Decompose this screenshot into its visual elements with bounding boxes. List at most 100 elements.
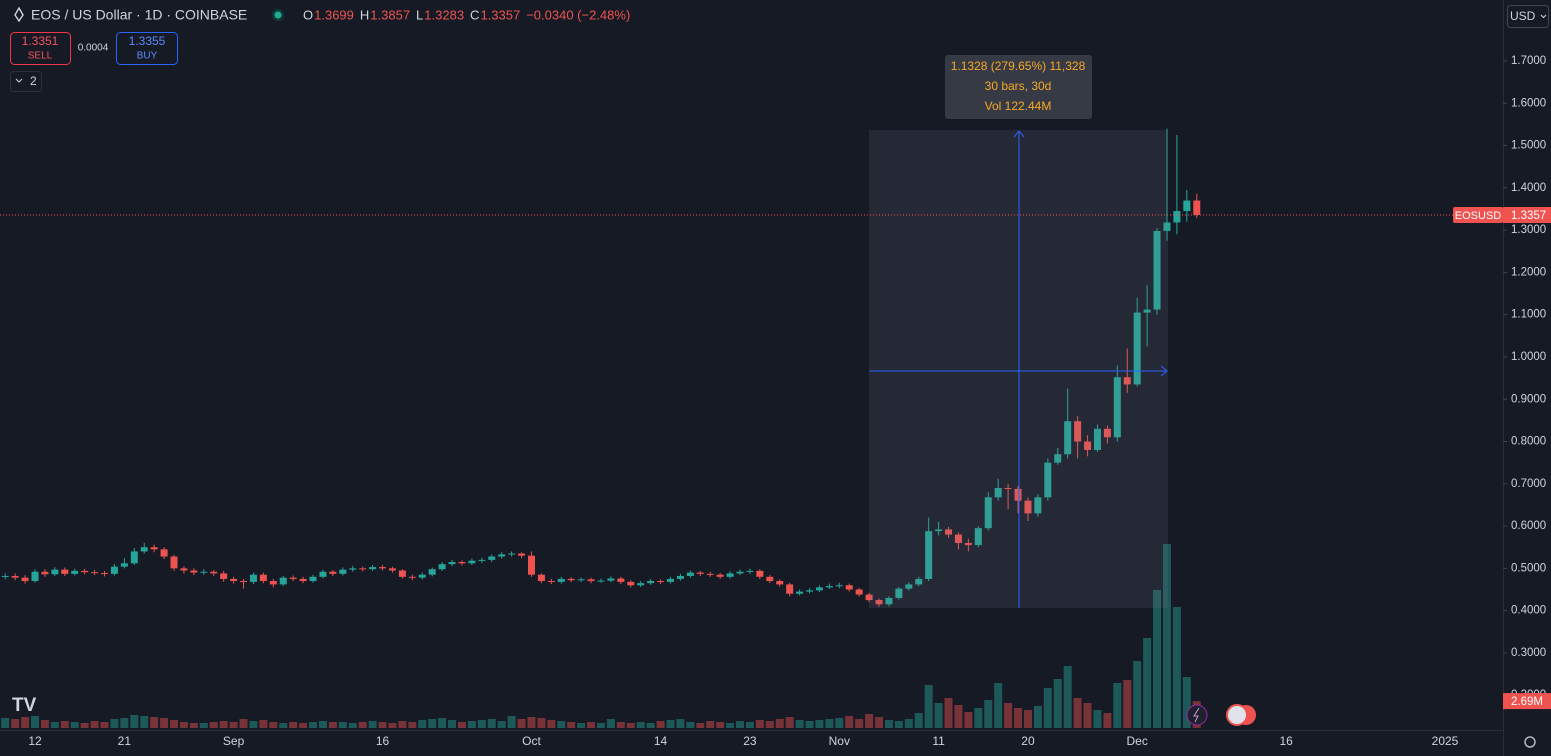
candle-body: [468, 560, 476, 564]
candle-body: [329, 571, 337, 574]
volume-bar: [716, 722, 725, 728]
candle-body: [51, 569, 59, 575]
candle-body: [567, 578, 575, 581]
candle-body: [815, 587, 823, 591]
volume-bar: [894, 721, 903, 728]
volume-bar: [884, 720, 893, 728]
event-icon[interactable]: [1226, 704, 1248, 726]
settings-icon[interactable]: [1524, 736, 1536, 748]
volume-bar: [1103, 713, 1112, 728]
candle-body: [180, 568, 188, 571]
candle-body: [289, 577, 297, 579]
volume-bar: [418, 720, 427, 728]
volume-bar: [914, 713, 923, 728]
market-status-dot: [274, 11, 282, 19]
volume-bar: [1053, 679, 1062, 728]
candle-body: [91, 572, 99, 574]
candle-body: [1014, 488, 1022, 501]
volume-bar: [219, 721, 228, 728]
symbol-tag-label: EOSUSD: [1455, 210, 1502, 222]
volume-bar: [656, 721, 665, 728]
volume-bar: [179, 722, 188, 728]
currency-button[interactable]: [1507, 5, 1549, 28]
candle-body: [259, 574, 267, 582]
candle-body: [637, 583, 645, 586]
candle-body: [120, 563, 128, 567]
volume-bar: [388, 723, 397, 728]
volume-bar: [457, 722, 466, 728]
volume-bar: [547, 720, 556, 728]
currency: USD: [1510, 9, 1536, 23]
candle-body: [577, 579, 585, 581]
candle-body: [379, 567, 387, 569]
volume-bar: [11, 719, 20, 728]
candle-body: [964, 542, 972, 546]
y-tick-label: 0.4000: [1511, 605, 1546, 617]
candle-body: [994, 488, 1002, 498]
candle-body: [537, 574, 545, 582]
x-tick-label: 20: [1021, 734, 1035, 748]
candle-body: [607, 578, 615, 581]
candle-body: [418, 574, 426, 578]
candle-body: [1054, 454, 1062, 463]
y-tick-label: 1.7000: [1511, 55, 1546, 67]
candle-body: [1, 575, 9, 577]
volume-bar: [289, 722, 298, 728]
candle-body: [915, 578, 923, 585]
volume-bar: [1153, 590, 1162, 728]
volume-bar: [438, 718, 447, 728]
candle-body: [249, 574, 257, 582]
chevron: [15, 78, 23, 83]
x-tick-label: 21: [118, 734, 132, 748]
candle-body: [508, 553, 516, 555]
candle-body: [101, 573, 109, 575]
candle-body: [359, 568, 367, 570]
candle-body: [1113, 377, 1121, 438]
indicator-toggle[interactable]: [10, 71, 42, 92]
candle-body: [170, 556, 178, 569]
volume-bar: [1172, 607, 1181, 728]
candle-body: [686, 572, 694, 576]
volume-bar: [537, 718, 546, 728]
event-icon[interactable]: [1186, 704, 1208, 726]
candle-body: [806, 590, 814, 592]
candle-body: [1143, 309, 1151, 313]
candle-body: [597, 580, 605, 582]
candle-body: [269, 581, 277, 585]
volume-bar: [745, 722, 754, 728]
candle-body: [11, 575, 19, 578]
volume-bar: [428, 719, 437, 728]
candle-body: [1173, 211, 1181, 223]
volume-pane: [1, 544, 1201, 728]
candle-body: [309, 576, 317, 582]
candle-body: [1004, 488, 1012, 490]
x-tick-label: 12: [28, 734, 42, 748]
candle-body: [945, 529, 953, 535]
ohlc-key: H: [360, 7, 369, 22]
volume-bar: [775, 719, 784, 728]
candle-body: [1084, 441, 1092, 450]
price-tag: [1503, 207, 1551, 224]
candle-body: [41, 571, 49, 575]
buy-button[interactable]: [116, 32, 178, 65]
volume-bar: [805, 721, 814, 728]
indicator-count: 2: [30, 74, 37, 88]
volume-bar: [1014, 708, 1023, 728]
volume-bar: [40, 720, 49, 728]
volume-bar: [904, 719, 913, 728]
volume-bar: [825, 719, 834, 728]
candle-body: [81, 570, 89, 573]
volume-bar: [1162, 544, 1171, 728]
volume-bar: [338, 722, 347, 728]
ohlc-key: C: [470, 7, 479, 22]
measure-tooltip: [945, 55, 1092, 119]
sell-button[interactable]: [10, 32, 71, 65]
volume-bar: [408, 722, 417, 728]
candles: [1, 128, 1201, 607]
header: EOS / US Dollar · 1D · COINBASE 1.3351 S…: [10, 5, 1549, 748]
candle-body: [1163, 222, 1171, 231]
candle-body: [676, 575, 684, 579]
ohlc-key: O: [303, 7, 313, 22]
y-tick-label: 0.3000: [1511, 647, 1546, 659]
arrow-head: [1013, 130, 1025, 138]
